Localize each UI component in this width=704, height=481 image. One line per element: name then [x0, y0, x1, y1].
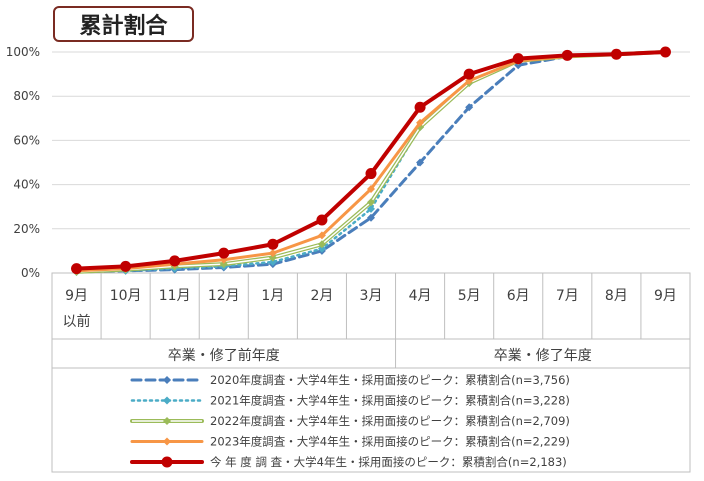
- series-line: [75, 50, 667, 274]
- y-tick-label: 0%: [21, 266, 40, 280]
- legend-marker: [161, 456, 173, 468]
- data-point: [367, 204, 375, 213]
- legend-label: 2022年度調査・大学4年生・採用面接のピーク：累積割合(n=2,709): [210, 414, 570, 428]
- data-point: [416, 118, 425, 127]
- data-point: [367, 185, 375, 194]
- data-point: [268, 257, 277, 266]
- data-point: [610, 48, 622, 60]
- y-tick-label: 100%: [6, 45, 40, 59]
- legend-marker: [163, 396, 171, 405]
- legend-marker: [163, 376, 171, 384]
- x-category-label: 10月: [110, 288, 142, 304]
- data-point: [416, 158, 425, 167]
- legend-marker: [163, 417, 171, 425]
- data-point: [120, 260, 132, 272]
- data-point: [268, 249, 277, 258]
- data-point: [267, 238, 279, 250]
- x-category-label: 6月: [507, 288, 530, 304]
- x-category-label: 3月: [360, 288, 383, 304]
- data-point: [463, 68, 475, 80]
- x-category-label: 5月: [458, 288, 481, 304]
- table-frame: [51, 272, 691, 473]
- data-point: [71, 263, 83, 275]
- data-point: [317, 231, 326, 240]
- data-point: [218, 247, 230, 259]
- data-point: [512, 53, 524, 65]
- data-point: [317, 240, 326, 249]
- data-point: [367, 198, 375, 207]
- x-category-label: 7月: [556, 288, 579, 304]
- x-category-label: 以前: [63, 313, 91, 330]
- data-point: [365, 168, 377, 180]
- y-tick-label: 60%: [13, 133, 40, 147]
- x-category-label: 9月: [65, 288, 88, 304]
- x-category-label: 4月: [409, 288, 432, 304]
- legend-label: 今 年 度 調 査・大学4年生・採用面接のピーク：累積割合(n=2,183): [210, 455, 567, 469]
- data-point: [514, 61, 523, 70]
- data-point: [465, 103, 474, 112]
- data-point: [414, 101, 426, 113]
- data-point: [169, 255, 181, 267]
- series-line: [74, 50, 668, 271]
- legend-label: 2021年度調査・大学4年生・採用面接のピーク：累積割合(n=3,228): [210, 394, 570, 408]
- data-point: [268, 253, 277, 262]
- series-line: [74, 50, 668, 274]
- legend-label: 2020年度調査・大学4年生・採用面接のピーク：累積割合(n=3,756): [210, 373, 570, 387]
- x-category-label: 12月: [208, 288, 240, 304]
- data-point: [316, 214, 328, 226]
- x-category-label: 8月: [605, 288, 628, 304]
- x-category-label: 11月: [159, 288, 191, 304]
- data-point: [659, 46, 671, 58]
- data-point: [219, 255, 228, 264]
- data-point: [219, 260, 228, 269]
- x-category-label: 2月: [310, 288, 333, 304]
- series-line: [75, 50, 667, 274]
- legend-marker: [163, 437, 171, 446]
- y-tick-label: 20%: [13, 222, 40, 236]
- x-group-label: 卒業・修了前年度: [168, 347, 280, 364]
- y-tick-label: 80%: [13, 89, 40, 103]
- legend-label: 2023年度調査・大学4年生・採用面接のピーク：累積割合(n=2,229): [210, 435, 570, 449]
- data-point: [367, 213, 375, 222]
- series-line-inner: [76, 51, 666, 273]
- series-line: [75, 50, 667, 273]
- chart-title: 累計割合: [53, 6, 194, 42]
- x-category-label: 1月: [261, 288, 284, 304]
- data-point: [561, 49, 573, 61]
- x-group-label: 卒業・修了年度: [494, 348, 592, 364]
- y-tick-label: 40%: [13, 178, 40, 192]
- x-category-label: 9月: [654, 288, 677, 304]
